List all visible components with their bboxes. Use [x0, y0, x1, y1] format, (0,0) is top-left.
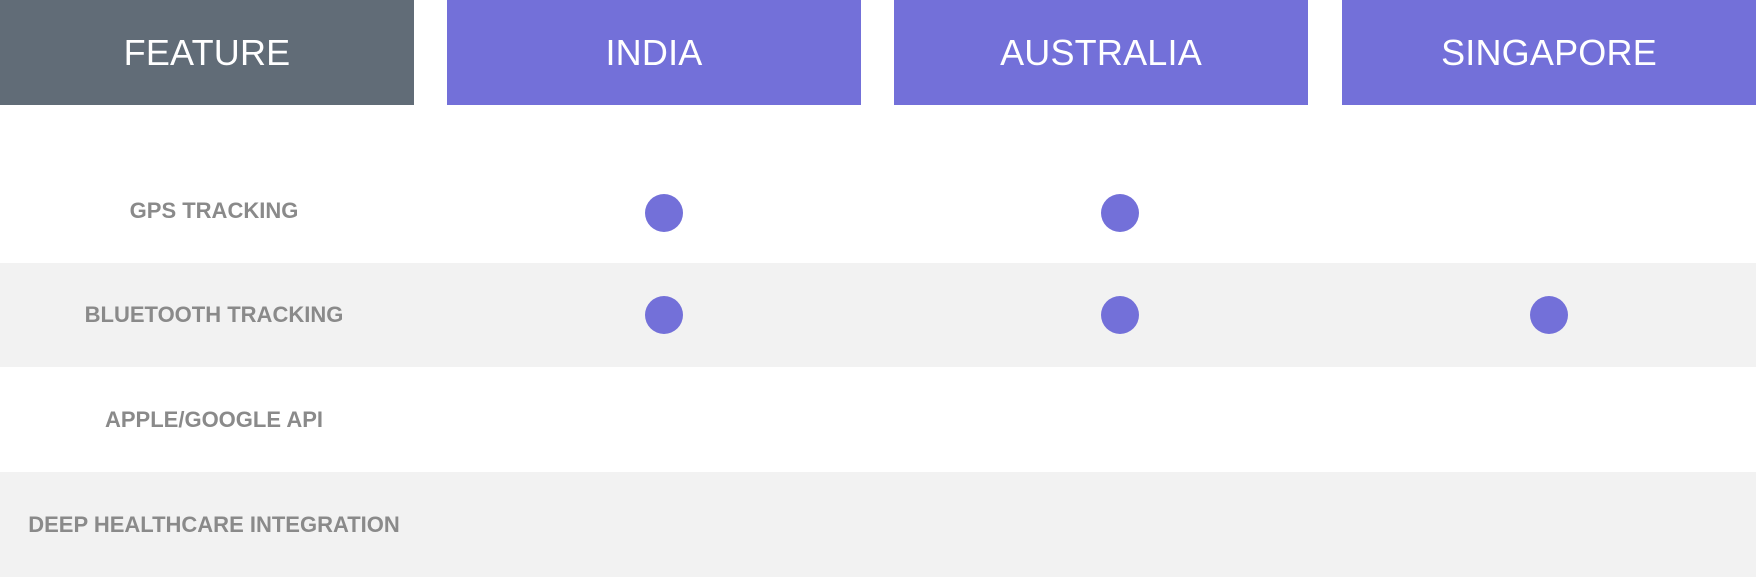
table-row: GPS TRACKING — [0, 158, 1756, 263]
feature-label: GPS TRACKING — [129, 197, 299, 223]
feature-label: APPLE/GOOGLE API — [105, 406, 323, 432]
availability-dot-india — [645, 296, 683, 334]
header-singapore: SINGAPORE — [1342, 0, 1756, 105]
table-row: APPLE/GOOGLE API — [0, 367, 1756, 472]
availability-dot-australia — [1101, 193, 1139, 232]
feature-label: BLUETOOTH TRACKING — [84, 302, 344, 327]
availability-dot-australia — [1101, 296, 1139, 334]
table-row: DEEP HEALTHCARE INTEGRATION — [0, 472, 1756, 577]
header-australia: AUSTRALIA — [894, 0, 1308, 105]
table-row: BLUETOOTH TRACKING — [0, 263, 1756, 367]
header-feature: FEATURE — [0, 0, 414, 105]
feature-label: DEEP HEALTHCARE INTEGRATION — [28, 511, 400, 537]
availability-dot-india — [645, 193, 683, 232]
header-india: INDIA — [447, 0, 861, 105]
availability-dot-singapore — [1530, 296, 1568, 334]
